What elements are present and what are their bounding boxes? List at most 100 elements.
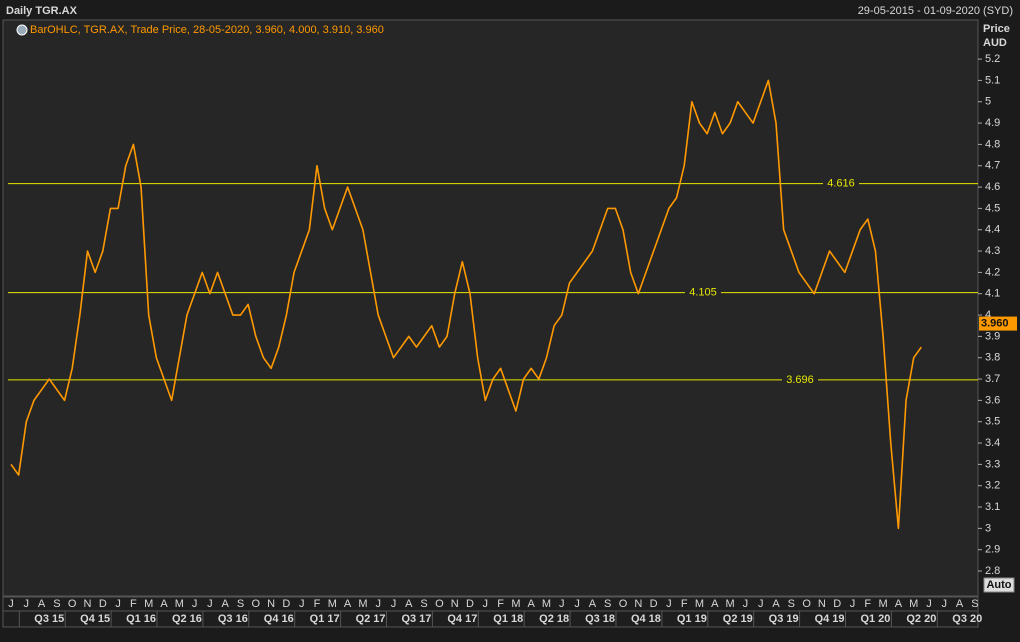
quarter-label: Q4 18 [631, 613, 661, 625]
month-label: J [850, 598, 856, 610]
quarter-label: Q1 17 [310, 613, 340, 625]
y-tick-label: 5 [985, 96, 991, 108]
auto-button-label[interactable]: Auto [986, 579, 1011, 591]
month-label: J [483, 598, 489, 610]
month-label: A [38, 598, 46, 610]
month-label: O [802, 598, 811, 610]
y-tick-label: 4.8 [985, 138, 1000, 150]
month-label: N [267, 598, 275, 610]
month-label: J [666, 598, 672, 610]
y-tick-label: 4.3 [985, 245, 1000, 257]
month-label: J [758, 598, 764, 610]
month-label: A [895, 598, 903, 610]
quarter-label: Q3 17 [401, 613, 431, 625]
month-label: A [222, 598, 230, 610]
y-tick-label: 4 [985, 309, 991, 321]
month-label: J [926, 598, 932, 610]
month-label: J [391, 598, 397, 610]
y-tick-label: 4.2 [985, 266, 1000, 278]
month-label: M [175, 598, 184, 610]
month-label: J [115, 598, 121, 610]
auto-button[interactable] [983, 577, 1015, 593]
month-label: J [942, 598, 948, 610]
quarter-label: Q1 19 [677, 613, 707, 625]
y-tick-label: 3.5 [985, 416, 1000, 428]
legend-icon[interactable] [16, 24, 28, 36]
month-label: J [8, 598, 14, 610]
month-label: S [237, 598, 244, 610]
month-label: D [282, 598, 290, 610]
quarter-label: Q1 20 [860, 613, 890, 625]
y-tick-label: 4.9 [985, 117, 1000, 129]
month-label: O [435, 598, 444, 610]
quarter-label: Q3 18 [585, 613, 615, 625]
last-price-box [979, 316, 1017, 331]
level-label: 4.616 [827, 178, 855, 190]
month-label: S [53, 598, 60, 610]
y-axis-label: AUD [983, 37, 1007, 49]
quarter-label: Q3 15 [34, 613, 64, 625]
month-label: F [130, 598, 137, 610]
month-label: M [909, 598, 918, 610]
month-label: J [24, 598, 30, 610]
month-label: M [726, 598, 735, 610]
x-axis-area [2, 596, 979, 628]
quarter-label: Q2 17 [356, 613, 386, 625]
month-label: S [604, 598, 611, 610]
last-price-label: 3.960 [981, 317, 1009, 329]
quarter-label: Q4 15 [80, 613, 110, 625]
month-label: M [511, 598, 520, 610]
quarter-label: Q2 20 [906, 613, 936, 625]
month-label: F [497, 598, 504, 610]
level-label-bg [685, 286, 721, 299]
y-tick-label: 3.1 [985, 501, 1000, 513]
month-label: J [299, 598, 305, 610]
y-tick-label: 4.6 [985, 181, 1000, 193]
y-tick-label: 3.4 [985, 437, 1000, 449]
month-label: O [252, 598, 261, 610]
y-tick-label: 3.2 [985, 480, 1000, 492]
month-label: N [634, 598, 642, 610]
level-label: 3.696 [786, 374, 814, 386]
month-label: D [650, 598, 658, 610]
month-label: S [420, 598, 427, 610]
month-label: F [681, 598, 688, 610]
y-tick-label: 3 [985, 522, 991, 534]
month-label: M [328, 598, 337, 610]
month-label: N [84, 598, 92, 610]
y-tick-label: 3.8 [985, 352, 1000, 364]
y-tick-label: 2.9 [985, 544, 1000, 556]
level-label-bg [782, 373, 818, 386]
legend: BarOHLC, TGR.AX, Trade Price, 28-05-2020… [30, 24, 384, 36]
quarter-label: Q3 16 [218, 613, 248, 625]
quarter-label: Q4 19 [815, 613, 845, 625]
quarter-label: Q4 16 [264, 613, 294, 625]
month-label: M [144, 598, 153, 610]
y-tick-label: 4.7 [985, 160, 1000, 172]
quarter-label: Q1 16 [126, 613, 156, 625]
y-tick-label: 3.6 [985, 394, 1000, 406]
date-range: 29-05-2015 - 01-09-2020 (SYD) [858, 5, 1013, 17]
quarter-label: Q2 19 [723, 613, 753, 625]
y-tick-label: 5.2 [985, 53, 1000, 65]
month-label: A [956, 598, 964, 610]
y-tick-label: 5.1 [985, 74, 1000, 86]
month-label: M [358, 598, 367, 610]
month-label: O [68, 598, 77, 610]
y-tick-label: 3.7 [985, 373, 1000, 385]
month-label: J [743, 598, 749, 610]
month-label: D [466, 598, 474, 610]
month-label: J [375, 598, 381, 610]
month-label: J [207, 598, 213, 610]
quarter-label: Q2 18 [539, 613, 569, 625]
chart-title: Daily TGR.AX [6, 5, 78, 17]
level-label: 4.105 [689, 287, 717, 299]
month-label: M [695, 598, 704, 610]
month-label: A [344, 598, 352, 610]
quarter-label: Q2 16 [172, 613, 202, 625]
month-label: M [879, 598, 888, 610]
month-label: N [451, 598, 459, 610]
month-label: D [833, 598, 841, 610]
month-label: F [314, 598, 321, 610]
